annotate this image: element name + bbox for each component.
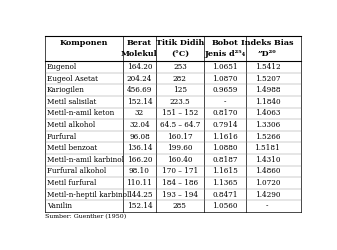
Text: 1.0560: 1.0560 <box>212 202 238 210</box>
Text: 151 – 152: 151 – 152 <box>162 110 198 118</box>
Text: Vanilin: Vanilin <box>47 202 72 210</box>
Text: 164.20: 164.20 <box>127 63 152 71</box>
Text: -: - <box>224 98 226 106</box>
Text: 1.4860: 1.4860 <box>255 167 280 175</box>
Text: -: - <box>266 202 269 210</box>
Text: 1.0720: 1.0720 <box>255 179 280 187</box>
Text: 64.5 – 64.7: 64.5 – 64.7 <box>160 121 200 129</box>
Text: Kariogilen: Kariogilen <box>47 86 85 94</box>
Text: Bobot: Bobot <box>212 39 238 47</box>
Text: 32.04: 32.04 <box>129 121 150 129</box>
Text: 0.8471: 0.8471 <box>212 190 238 198</box>
Text: 1.5266: 1.5266 <box>255 132 280 140</box>
Text: 144.25: 144.25 <box>127 190 152 198</box>
Text: 1.1615: 1.1615 <box>212 167 238 175</box>
Text: 199.60: 199.60 <box>167 144 193 152</box>
Text: Metil alkohol: Metil alkohol <box>47 121 95 129</box>
Text: Berat: Berat <box>127 39 152 47</box>
Text: Sumber: Guenther (1950): Sumber: Guenther (1950) <box>45 214 126 219</box>
Text: Metil-n-amil karbinol: Metil-n-amil karbinol <box>47 156 124 164</box>
Text: Jenis d²⁵₄: Jenis d²⁵₄ <box>204 50 246 58</box>
Text: 110.11: 110.11 <box>126 179 152 187</box>
Text: Indeks Bias: Indeks Bias <box>241 39 294 47</box>
Text: Eugeol Asetat: Eugeol Asetat <box>47 75 98 83</box>
Text: Metil benzoat: Metil benzoat <box>47 144 97 152</box>
Text: 1.5207: 1.5207 <box>255 75 280 83</box>
Text: 32: 32 <box>135 110 144 118</box>
Text: 1.1616: 1.1616 <box>212 132 238 140</box>
Text: Titik Didih: Titik Didih <box>156 39 204 47</box>
Text: 282: 282 <box>173 75 187 83</box>
Text: 170 – 171: 170 – 171 <box>162 167 198 175</box>
Text: 160.40: 160.40 <box>167 156 193 164</box>
Text: 160.17: 160.17 <box>167 132 193 140</box>
Text: ”D²⁰: ”D²⁰ <box>258 50 277 58</box>
Text: 1.0870: 1.0870 <box>212 75 238 83</box>
Text: 253: 253 <box>173 63 187 71</box>
Text: 1.5181: 1.5181 <box>254 144 280 152</box>
Text: Metil salisilat: Metil salisilat <box>47 98 96 106</box>
Text: Metil-n-amil keton: Metil-n-amil keton <box>47 110 114 118</box>
Text: 1.0880: 1.0880 <box>212 144 238 152</box>
Text: 1.4310: 1.4310 <box>255 156 280 164</box>
Text: 1.5412: 1.5412 <box>254 63 280 71</box>
Text: Metil furfural: Metil furfural <box>47 179 96 187</box>
Text: Molekul: Molekul <box>121 50 158 58</box>
Text: 1.1840: 1.1840 <box>254 98 280 106</box>
Text: 1.4063: 1.4063 <box>255 110 280 118</box>
Text: 0.7914: 0.7914 <box>212 121 238 129</box>
Text: Furfural alkohol: Furfural alkohol <box>47 167 106 175</box>
Text: 152.14: 152.14 <box>127 98 152 106</box>
Text: Komponen: Komponen <box>60 39 108 47</box>
Text: 136.14: 136.14 <box>127 144 152 152</box>
Text: Metil-n-heptil karbinol: Metil-n-heptil karbinol <box>47 190 129 198</box>
Text: 1.4290: 1.4290 <box>255 190 280 198</box>
Text: Eugenol: Eugenol <box>47 63 77 71</box>
Text: 193 – 194: 193 – 194 <box>162 190 198 198</box>
Text: 0.8170: 0.8170 <box>212 110 238 118</box>
Text: 1.4988: 1.4988 <box>255 86 280 94</box>
Text: 456.69: 456.69 <box>127 86 152 94</box>
Text: 98.10: 98.10 <box>129 167 150 175</box>
Text: 0.8187: 0.8187 <box>212 156 238 164</box>
Text: 1.0651: 1.0651 <box>212 63 238 71</box>
Text: (°C): (°C) <box>171 50 189 58</box>
Text: 285: 285 <box>173 202 187 210</box>
Text: 125: 125 <box>173 86 187 94</box>
Text: 1.1365: 1.1365 <box>212 179 238 187</box>
Text: 184 – 186: 184 – 186 <box>162 179 198 187</box>
Text: 223.5: 223.5 <box>170 98 190 106</box>
Text: Furfural: Furfural <box>47 132 77 140</box>
Text: 166.20: 166.20 <box>127 156 152 164</box>
Text: 0.9659: 0.9659 <box>212 86 238 94</box>
Text: 152.14: 152.14 <box>127 202 152 210</box>
Text: 1.3306: 1.3306 <box>255 121 280 129</box>
Text: 96.08: 96.08 <box>129 132 150 140</box>
Text: 204.24: 204.24 <box>127 75 152 83</box>
